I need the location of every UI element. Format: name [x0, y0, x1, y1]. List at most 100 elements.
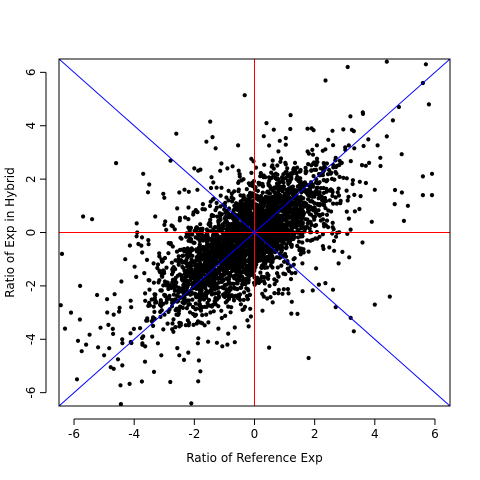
- data-point: [197, 306, 202, 311]
- data-point: [187, 310, 193, 315]
- data-point: [186, 205, 191, 210]
- data-point: [358, 194, 363, 199]
- data-point: [218, 193, 223, 198]
- data-point: [120, 337, 125, 342]
- data-point: [114, 161, 119, 166]
- data-point: [352, 192, 357, 197]
- data-point: [190, 297, 195, 302]
- data-point: [420, 174, 425, 179]
- data-point: [175, 206, 180, 211]
- data-point: [159, 303, 164, 309]
- data-point: [214, 340, 219, 345]
- data-point: [275, 172, 280, 177]
- data-point: [296, 201, 301, 206]
- data-point: [335, 190, 340, 195]
- data-point: [175, 293, 180, 298]
- data-point: [295, 243, 300, 248]
- data-point: [305, 149, 310, 154]
- data-point: [134, 234, 139, 239]
- data-point: [222, 207, 227, 212]
- data-point: [162, 271, 167, 276]
- data-point: [192, 240, 197, 245]
- data-point: [162, 195, 167, 200]
- data-point: [170, 327, 175, 332]
- data-point: [263, 288, 268, 293]
- data-point: [283, 254, 289, 259]
- data-point: [272, 228, 277, 233]
- data-point: [237, 172, 242, 177]
- data-point: [210, 256, 215, 261]
- data-point: [209, 247, 214, 253]
- data-point: [299, 226, 304, 231]
- data-point: [274, 206, 279, 211]
- data-point: [169, 297, 174, 302]
- plot-frame: [58, 58, 451, 407]
- data-point: [300, 234, 305, 239]
- data-point: [235, 261, 240, 266]
- data-point: [193, 208, 198, 213]
- data-point: [330, 128, 335, 133]
- data-point: [250, 180, 255, 185]
- data-point: [128, 298, 133, 303]
- data-point: [283, 175, 288, 181]
- data-point: [218, 168, 223, 173]
- data-point: [214, 297, 219, 302]
- data-point: [312, 217, 317, 222]
- data-point: [143, 291, 148, 296]
- data-point: [151, 323, 156, 328]
- data-point: [278, 156, 284, 161]
- data-point: [296, 239, 302, 244]
- data-point: [254, 239, 259, 244]
- data-point: [206, 320, 211, 325]
- data-point: [194, 258, 199, 263]
- data-point: [326, 225, 331, 230]
- data-point: [288, 113, 293, 118]
- data-point: [360, 240, 365, 245]
- data-point: [399, 190, 404, 195]
- data-point: [214, 200, 219, 205]
- data-point: [251, 273, 256, 278]
- data-point: [429, 171, 435, 176]
- data-point: [249, 170, 254, 175]
- data-point: [185, 232, 190, 237]
- data-point: [246, 288, 251, 293]
- data-point: [153, 214, 158, 219]
- data-point: [300, 261, 305, 266]
- data-point: [202, 251, 207, 256]
- data-point: [303, 165, 308, 170]
- data-point: [258, 174, 263, 179]
- data-point: [221, 223, 226, 228]
- data-point: [286, 291, 291, 296]
- data-point: [243, 228, 248, 233]
- data-point: [151, 280, 156, 285]
- data-point: [336, 261, 341, 266]
- data-point: [320, 232, 325, 237]
- data-point: [150, 334, 155, 339]
- data-point: [318, 212, 323, 218]
- data-point: [149, 297, 154, 302]
- data-point: [312, 207, 318, 212]
- data-point: [258, 270, 263, 275]
- data-point: [142, 271, 147, 276]
- data-point: [228, 310, 233, 315]
- data-point: [140, 250, 145, 255]
- data-point: [232, 286, 237, 291]
- data-point: [266, 235, 271, 241]
- data-point: [250, 262, 255, 267]
- data-point: [384, 134, 389, 139]
- data-point: [227, 270, 233, 276]
- data-point: [176, 311, 181, 316]
- data-point: [259, 250, 264, 255]
- data-point: [284, 169, 289, 174]
- data-point: [318, 218, 323, 223]
- data-point: [236, 254, 241, 259]
- x-tick-label: 0: [251, 427, 259, 441]
- data-point: [155, 341, 160, 346]
- data-point: [261, 225, 266, 230]
- data-point: [426, 102, 431, 107]
- data-point: [282, 222, 287, 227]
- data-point: [285, 204, 290, 209]
- data-point: [224, 258, 229, 263]
- data-point: [326, 137, 331, 142]
- data-point: [276, 274, 281, 279]
